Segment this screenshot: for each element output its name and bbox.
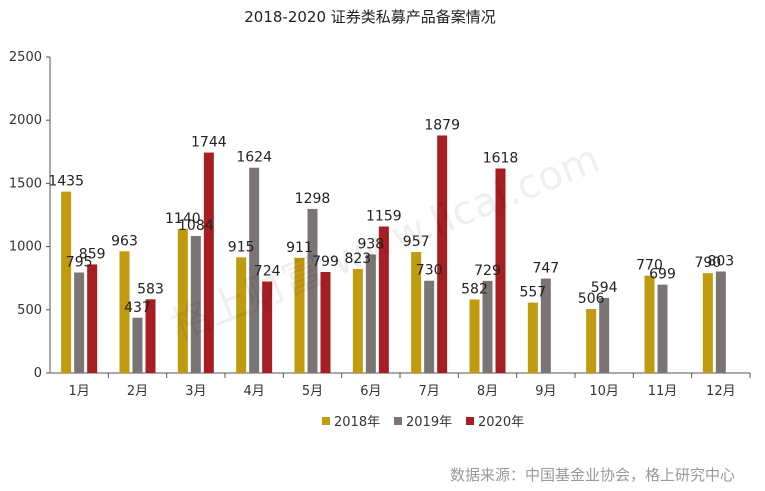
x-tick-label: 10月 [589,384,619,399]
x-tick-label: 1月 [69,384,90,399]
bar [132,317,143,373]
x-tick-label: 7月 [419,384,440,399]
data-label: 1618 [483,150,519,166]
bars [61,135,726,373]
data-label: 1624 [236,150,272,166]
data-label: 770 [636,258,663,274]
data-label: 823 [344,251,371,267]
x-tick-label: 4月 [244,384,265,399]
x-tick-label: 3月 [185,384,206,399]
bar [495,168,506,373]
source-note: 数据来源：中国基金业协会，格上研究中心 [450,466,735,484]
legend-swatch [394,417,402,425]
bar [411,252,422,373]
data-label: 437 [124,300,151,316]
bar [469,299,480,373]
data-label: 957 [403,234,430,250]
data-label: 1159 [366,209,402,225]
x-tick-label: 8月 [477,384,498,399]
y-tick-label: 2000 [9,113,42,128]
bar [262,281,273,373]
bar [365,254,376,373]
legend-swatch [466,417,474,425]
y-tick-label: 2500 [9,50,42,65]
y-tick-label: 1000 [9,240,42,255]
data-label: 557 [519,285,546,301]
bar [307,208,318,373]
y-tick-label: 500 [17,303,42,318]
bar [320,272,331,373]
data-label: 963 [111,233,138,249]
bar [424,280,435,373]
chart-title: 2018-2020 证券类私募产品备案情况 [244,8,496,26]
bar [249,167,260,373]
data-label: 1744 [191,135,227,151]
bar [87,264,98,373]
bar [715,271,726,373]
legend-label: 2018年 [334,415,380,430]
bar [644,275,655,373]
axes: 0 500 1000 1500 2000 2500 1月 2月 3月 4月 5月 6月 7月 8月 9月 10… [9,50,751,399]
data-label: 583 [137,281,164,297]
data-label: 724 [254,263,281,279]
bar [203,152,214,373]
bar [74,272,85,373]
data-label: 790 [694,255,721,271]
data-label: 911 [286,240,313,256]
data-label: 699 [649,267,676,283]
data-label: 1084 [178,218,214,234]
bar [190,235,201,373]
data-label: 506 [578,291,605,307]
bar [352,268,363,373]
data-label: 859 [79,246,106,262]
legend-label: 2019年 [406,415,452,430]
data-label: 795 [66,255,93,271]
bar [586,309,597,373]
y-tick-label: 0 [34,366,42,381]
data-label: 730 [416,263,443,279]
bar [702,273,713,373]
legend-swatch [322,417,330,425]
data-label: 729 [474,263,501,279]
bar [145,299,156,373]
bar [119,251,130,373]
x-tick-label: 6月 [360,384,381,399]
data-label: 1879 [424,117,460,133]
data-label: 803 [707,254,734,270]
data-label: 938 [357,236,384,252]
data-label: 1298 [295,191,331,207]
data-label: 1435 [48,174,84,190]
bar [540,278,551,373]
bar [378,226,389,373]
bar [657,284,668,373]
x-tick-label: 9月 [535,384,556,399]
legend: 2018年 2019年 2020年 [322,415,524,430]
data-label: 747 [532,261,559,277]
data-label: 582 [461,281,488,297]
data-label: 799 [312,254,339,270]
bar [294,257,305,373]
x-tick-label: 5月 [302,384,323,399]
data-label: 915 [228,239,255,255]
x-tick-label: 2月 [127,384,148,399]
x-tick-label: 12月 [706,384,736,399]
bar [177,228,188,373]
legend-label: 2020年 [478,415,524,430]
x-tick-label: 11月 [648,384,678,399]
bar [482,280,493,373]
y-tick-label: 1500 [9,176,42,191]
data-label: 1140 [165,211,201,227]
bar [61,191,72,373]
bar [527,302,538,373]
bar [236,257,247,373]
bar [437,135,448,373]
bar [599,297,610,373]
data-label: 594 [591,280,618,296]
